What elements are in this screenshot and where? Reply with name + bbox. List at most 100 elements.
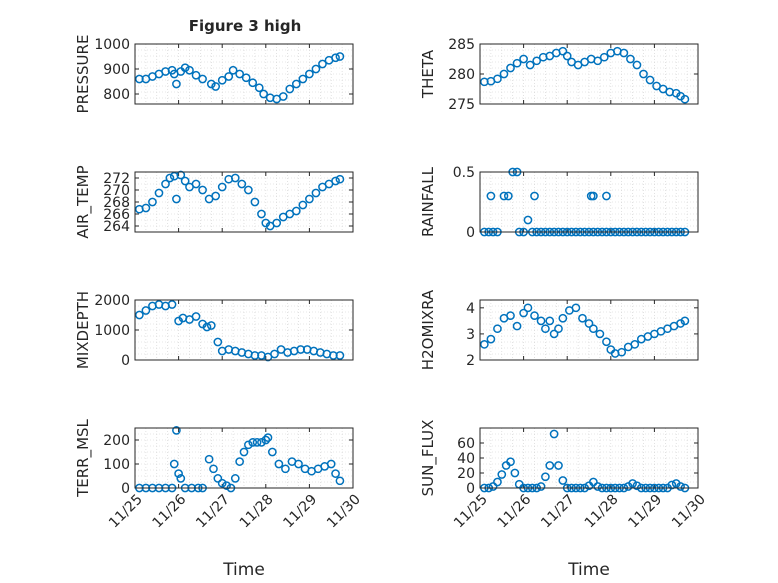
data-point [578,313,587,323]
y-tick-label: 3 [466,327,475,343]
data-point [169,459,179,469]
data-point [545,461,555,470]
panel-terr_msl: 0 100 200 11/25 11/26 11/27 11/28 11/29 11/30 TER… [74,418,364,580]
y-tick-label: 264 [103,219,130,235]
x-tick-label: 11/28 [582,492,622,532]
data-point [558,46,568,56]
x-tick-label: 11/26 [495,491,535,531]
data-point [209,464,218,474]
data-point [217,75,227,85]
data-point [628,479,637,488]
data-point [519,54,528,64]
y-tick-label: 900 [103,62,130,78]
data-point [676,482,685,491]
data-point [311,188,321,198]
data-point [172,194,181,204]
data-point [486,334,496,344]
data-point [589,324,598,334]
figure-title: Figure 3 high [189,17,302,35]
y-tick-label: 275 [448,97,475,113]
data-point [235,69,244,79]
y-tick-label: 266 [103,207,130,223]
data-point [536,316,546,326]
data-point [244,185,253,195]
data-point [239,447,249,457]
data-point [645,75,655,85]
data-point [311,64,321,74]
data-point [305,194,314,204]
axes-box [479,171,699,233]
data-point [180,63,190,73]
data-point [599,52,609,62]
x-tick-label: 11/26 [150,491,190,531]
data-point [222,481,231,490]
panel-h2omixra: 2 3 4 H2OMIXRA [419,289,699,370]
data-point [593,482,603,491]
y-axis-label: AIR_TEMP [74,165,93,238]
data-point [530,311,539,321]
y-tick-label: 1000 [94,323,130,339]
data-point [241,73,251,83]
x-tick-label: 11/29 [280,492,320,532]
data-point [571,303,581,313]
data-point [217,182,227,192]
data-point [148,197,157,207]
data-point [244,440,253,450]
data-point [632,60,642,70]
data-point [204,454,214,464]
data-point [176,170,186,180]
data-point [206,321,216,330]
data-point [680,316,690,326]
data-point [217,478,227,488]
data-point [291,206,301,216]
data-point [541,324,550,334]
y-tick-label: 0 [121,353,130,369]
axes-box [134,43,354,105]
x-tick-label: 11/25 [106,492,146,532]
data-point [257,438,266,447]
data-point [536,482,546,491]
data-point [499,191,509,201]
data-point [549,429,559,439]
data-point [602,337,611,347]
data-point [185,65,194,75]
data-point [554,324,563,334]
data-point [298,200,308,210]
data-point [506,457,515,467]
y-tick-label: 2 [466,353,475,369]
data-point [291,79,301,89]
data-point [593,56,603,66]
y-tick-label: 285 [448,37,475,53]
data-point [335,476,345,486]
x-tick-label: 11/27 [193,492,233,532]
data-point [589,477,598,487]
data-point [493,74,502,84]
y-tick-label: 280 [448,67,475,83]
data-point [680,94,690,104]
data-point [211,191,221,201]
data-point [278,92,288,101]
data-point [257,209,266,219]
axes-box [134,427,354,489]
data-point [595,329,605,339]
data-point [506,311,515,321]
y-tick-label: 1000 [94,37,130,53]
data-point [488,482,498,491]
y-axis-label: H2OMIXRA [419,289,437,370]
data-point [667,480,677,490]
data-point [545,316,555,326]
data-point [558,313,568,323]
data-point [198,185,207,195]
y-tick-label: 800 [103,87,130,103]
y-tick-label: 268 [103,195,130,211]
data-point [154,188,164,198]
axes-box [479,427,699,489]
y-tick-label: 0 [466,225,475,241]
data-point [176,474,186,483]
data-point [558,476,568,485]
data-point [206,79,216,89]
y-tick-label: 0 [121,481,130,497]
data-point [261,435,271,445]
